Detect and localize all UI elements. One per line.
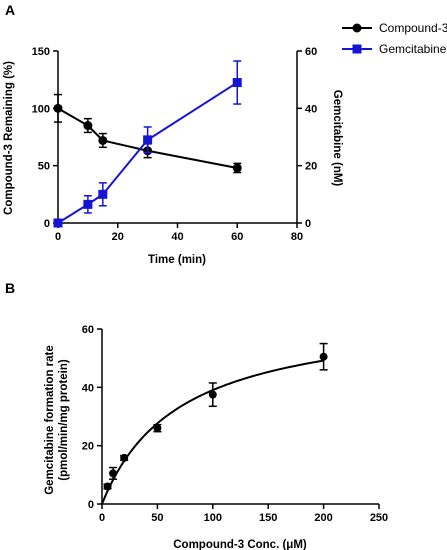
panel-a-label: A [5,2,15,18]
panel-a-right-y-axis-title: Gemcitabine (nM) [331,90,343,187]
panel-a-x-tick-label: 40 [171,231,183,243]
panel-b-x-axis-title: Compound-3 Conc. (μM) [173,539,307,550]
panel-a-right-y-tick-label: 60 [305,46,317,58]
panel-b-y-tick-label: 60 [82,324,94,336]
panel-b-ticks: 0 50 100 150 200 250 0 20 40 60 [82,324,388,524]
data-point-gemcitabine [143,135,153,145]
data-point [208,390,217,399]
data-point [153,424,162,433]
data-point [103,482,112,491]
data-point-gemcitabine [98,189,108,199]
panel-a-left-y-tick-label: 150 [32,46,50,58]
panel-b-y-tick-label: 0 [88,499,94,511]
panel-a-right-y-tick-label: 20 [305,161,317,173]
panel-a-x-tick-label: 80 [291,231,303,243]
panel-b-x-tick-label: 200 [314,512,332,524]
legend-marker-compound-3 [352,23,362,33]
panel-b-x-tick-label: 50 [151,512,163,524]
panel-a-x-tick-label: 60 [231,231,243,243]
panel-b: B 0 50 100 150 200 250 0 20 40 60 Compound-3 Conc… [5,280,388,550]
panel-a-left-y-tick-label: 100 [32,103,50,115]
panel-b-axes [101,329,379,505]
panel-a-x-axis-title: Time (min) [148,254,206,266]
data-point-compound-3 [53,103,63,113]
legend-label-compound-3: Compound-3 [379,21,447,35]
data-point-compound-3 [232,163,242,173]
data-point-gemcitabine [232,78,242,88]
data-point [319,352,328,361]
panel-a-x-tick-label: 20 [112,231,124,243]
panel-b-y-axis-title-line-1: Gemcitabine formation rate [44,345,56,495]
panel-a-right-y-tick-label: 40 [305,103,317,115]
data-point-compound-3 [83,121,93,131]
panel-b-x-tick-label: 150 [259,512,277,524]
panel-b-label: B [5,280,15,296]
legend-marker-gemcitabine [352,44,362,54]
panel-b-x-tick-label: 100 [204,512,222,524]
panel-b-x-tick-label: 250 [370,512,388,524]
fit-curve [101,359,324,505]
legend-label-gemcitabine: Gemcitabine [379,42,447,56]
panel-a-axes [57,51,298,224]
panel-b-y-tick-label: 40 [82,382,94,394]
panel-a-legend: Compound-3 Gemcitabine [342,21,447,56]
panel-b-y-axis-title-line-2: (pmol/min/mg protein) [58,359,70,481]
data-point [109,469,118,478]
panel-a-right-y-tick-label: 0 [305,218,311,230]
panel-a-left-y-axis-title: Compound-3 Remaining (%) [3,61,15,215]
panel-b-series [101,342,328,505]
data-point [120,453,129,462]
panel-b-x-tick-label: 0 [99,512,105,524]
data-point-gemcitabine [53,218,63,228]
data-point-gemcitabine [83,199,93,209]
panel-a-left-y-tick-label: 0 [44,218,50,230]
panel-a-series [53,60,242,228]
panel-a-left-y-tick-label: 50 [38,161,50,173]
data-point-compound-3 [98,135,108,145]
panel-a-x-tick-label: 0 [55,231,61,243]
panel-b-y-tick-label: 20 [82,441,94,453]
